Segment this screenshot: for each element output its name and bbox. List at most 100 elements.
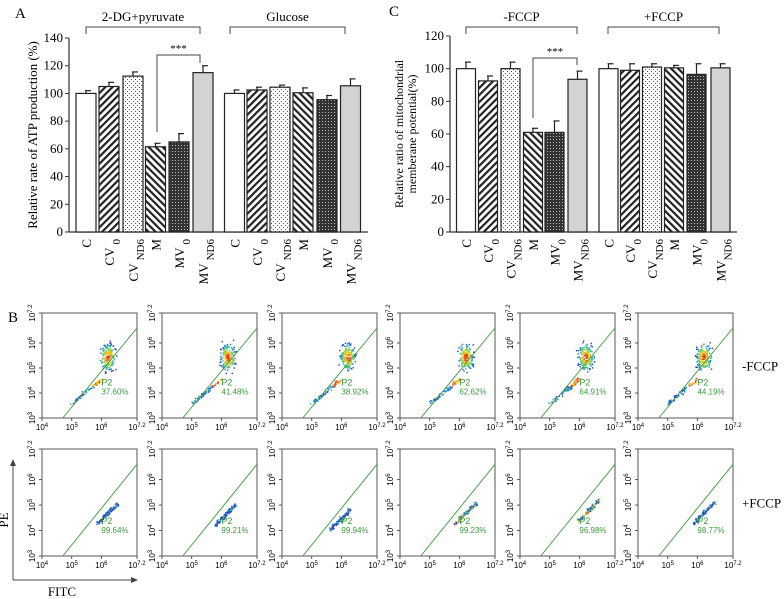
event-dot	[349, 357, 351, 359]
event-dot	[577, 364, 579, 367]
event-dot	[705, 355, 708, 357]
tick-base: 10	[148, 312, 157, 321]
event-dot	[234, 362, 236, 364]
event-dot	[107, 510, 110, 512]
event-dot	[465, 359, 467, 362]
event-dot	[94, 382, 97, 385]
x-tick-label: 104	[394, 561, 407, 570]
tick-exp: 4	[523, 561, 527, 567]
event-dot	[329, 529, 331, 531]
event-dot	[102, 350, 105, 352]
event-dot	[465, 513, 468, 515]
event-dot	[693, 523, 695, 525]
event-dot	[327, 387, 329, 389]
event-dot	[77, 398, 79, 400]
event-dot	[193, 402, 195, 404]
y-tick-label: 103	[148, 411, 157, 424]
y-tick-label: 60	[50, 141, 63, 156]
event-dot	[100, 352, 102, 354]
event-dot	[230, 353, 232, 355]
group-label: 2-DG+pyruvate	[102, 9, 185, 24]
event-dot	[116, 504, 119, 506]
y-tick-label: 107.2	[268, 440, 277, 458]
event-dot	[590, 358, 593, 360]
event-dot	[222, 351, 225, 354]
event-dot	[228, 362, 231, 365]
bar	[710, 67, 731, 233]
event-dot	[695, 355, 698, 358]
event-dot	[706, 360, 709, 363]
event-dot	[332, 528, 334, 530]
event-dot	[555, 400, 557, 402]
event-dot	[330, 389, 333, 391]
event-dot	[226, 510, 229, 513]
event-dot	[587, 357, 589, 359]
gate-percentage: 38.92%	[341, 388, 368, 397]
tick-exp: 7.2	[495, 561, 504, 567]
label-main: CV	[645, 260, 660, 279]
event-dot	[207, 387, 210, 390]
event-dot	[229, 360, 232, 363]
event-dot	[107, 348, 110, 351]
event-dot	[468, 510, 470, 513]
event-dot	[580, 517, 582, 519]
event-dot	[348, 364, 351, 367]
event-dot	[102, 516, 105, 518]
gate-percentage: 41.48%	[221, 388, 248, 397]
event-dot	[457, 382, 459, 384]
event-dot	[584, 365, 586, 368]
gate-percentage: 64.91%	[579, 388, 606, 397]
event-dot	[586, 357, 588, 360]
y-tick-label: 106	[268, 336, 277, 349]
event-dot	[468, 347, 471, 349]
tick-base: 10	[514, 561, 523, 570]
gate-name: P2	[459, 378, 470, 388]
event-dot	[452, 381, 455, 383]
event-dot	[233, 367, 236, 369]
event-dot	[226, 366, 228, 368]
event-dot	[116, 355, 118, 357]
event-dot	[701, 513, 704, 516]
event-dot	[700, 354, 702, 356]
event-dot	[461, 362, 463, 364]
label-sub: 0	[181, 239, 193, 245]
y-tick-label: 103	[28, 411, 37, 424]
event-dot	[703, 352, 705, 354]
plot-frame	[399, 448, 496, 557]
event-dot	[222, 354, 224, 356]
event-dot	[573, 384, 576, 387]
event-dot	[430, 400, 432, 402]
event-dot	[110, 354, 113, 357]
event-dot	[702, 360, 704, 363]
event-dot	[575, 383, 577, 385]
x-tick-label: CVND6	[504, 239, 525, 279]
event-dot	[115, 506, 117, 509]
event-dot	[106, 364, 108, 367]
tick-exp: 4	[268, 386, 274, 390]
event-dot	[346, 511, 349, 513]
event-dot	[348, 359, 351, 361]
y-tick-label: 106	[148, 473, 157, 486]
event-dot	[710, 355, 713, 358]
y-tick-label: 107.2	[386, 304, 395, 322]
event-dot	[109, 359, 111, 361]
event-dot	[101, 362, 103, 364]
event-dot	[594, 504, 597, 506]
event-dot	[714, 502, 716, 504]
tick-exp: 3	[268, 549, 274, 553]
significance-label: ***	[170, 43, 187, 55]
tick-base: 10	[268, 365, 277, 374]
event-dot	[345, 347, 347, 350]
event-dot	[597, 502, 599, 504]
tick-base: 10	[148, 448, 157, 457]
tick-base: 10	[148, 476, 157, 485]
event-dot	[704, 357, 706, 360]
event-dot	[466, 371, 468, 374]
y-tick-label: 103	[506, 411, 515, 424]
event-dot	[595, 502, 597, 505]
event-dot	[107, 365, 109, 368]
event-dot	[234, 505, 237, 507]
event-dot	[458, 347, 460, 349]
event-dot	[700, 361, 702, 364]
event-dot	[107, 355, 110, 357]
